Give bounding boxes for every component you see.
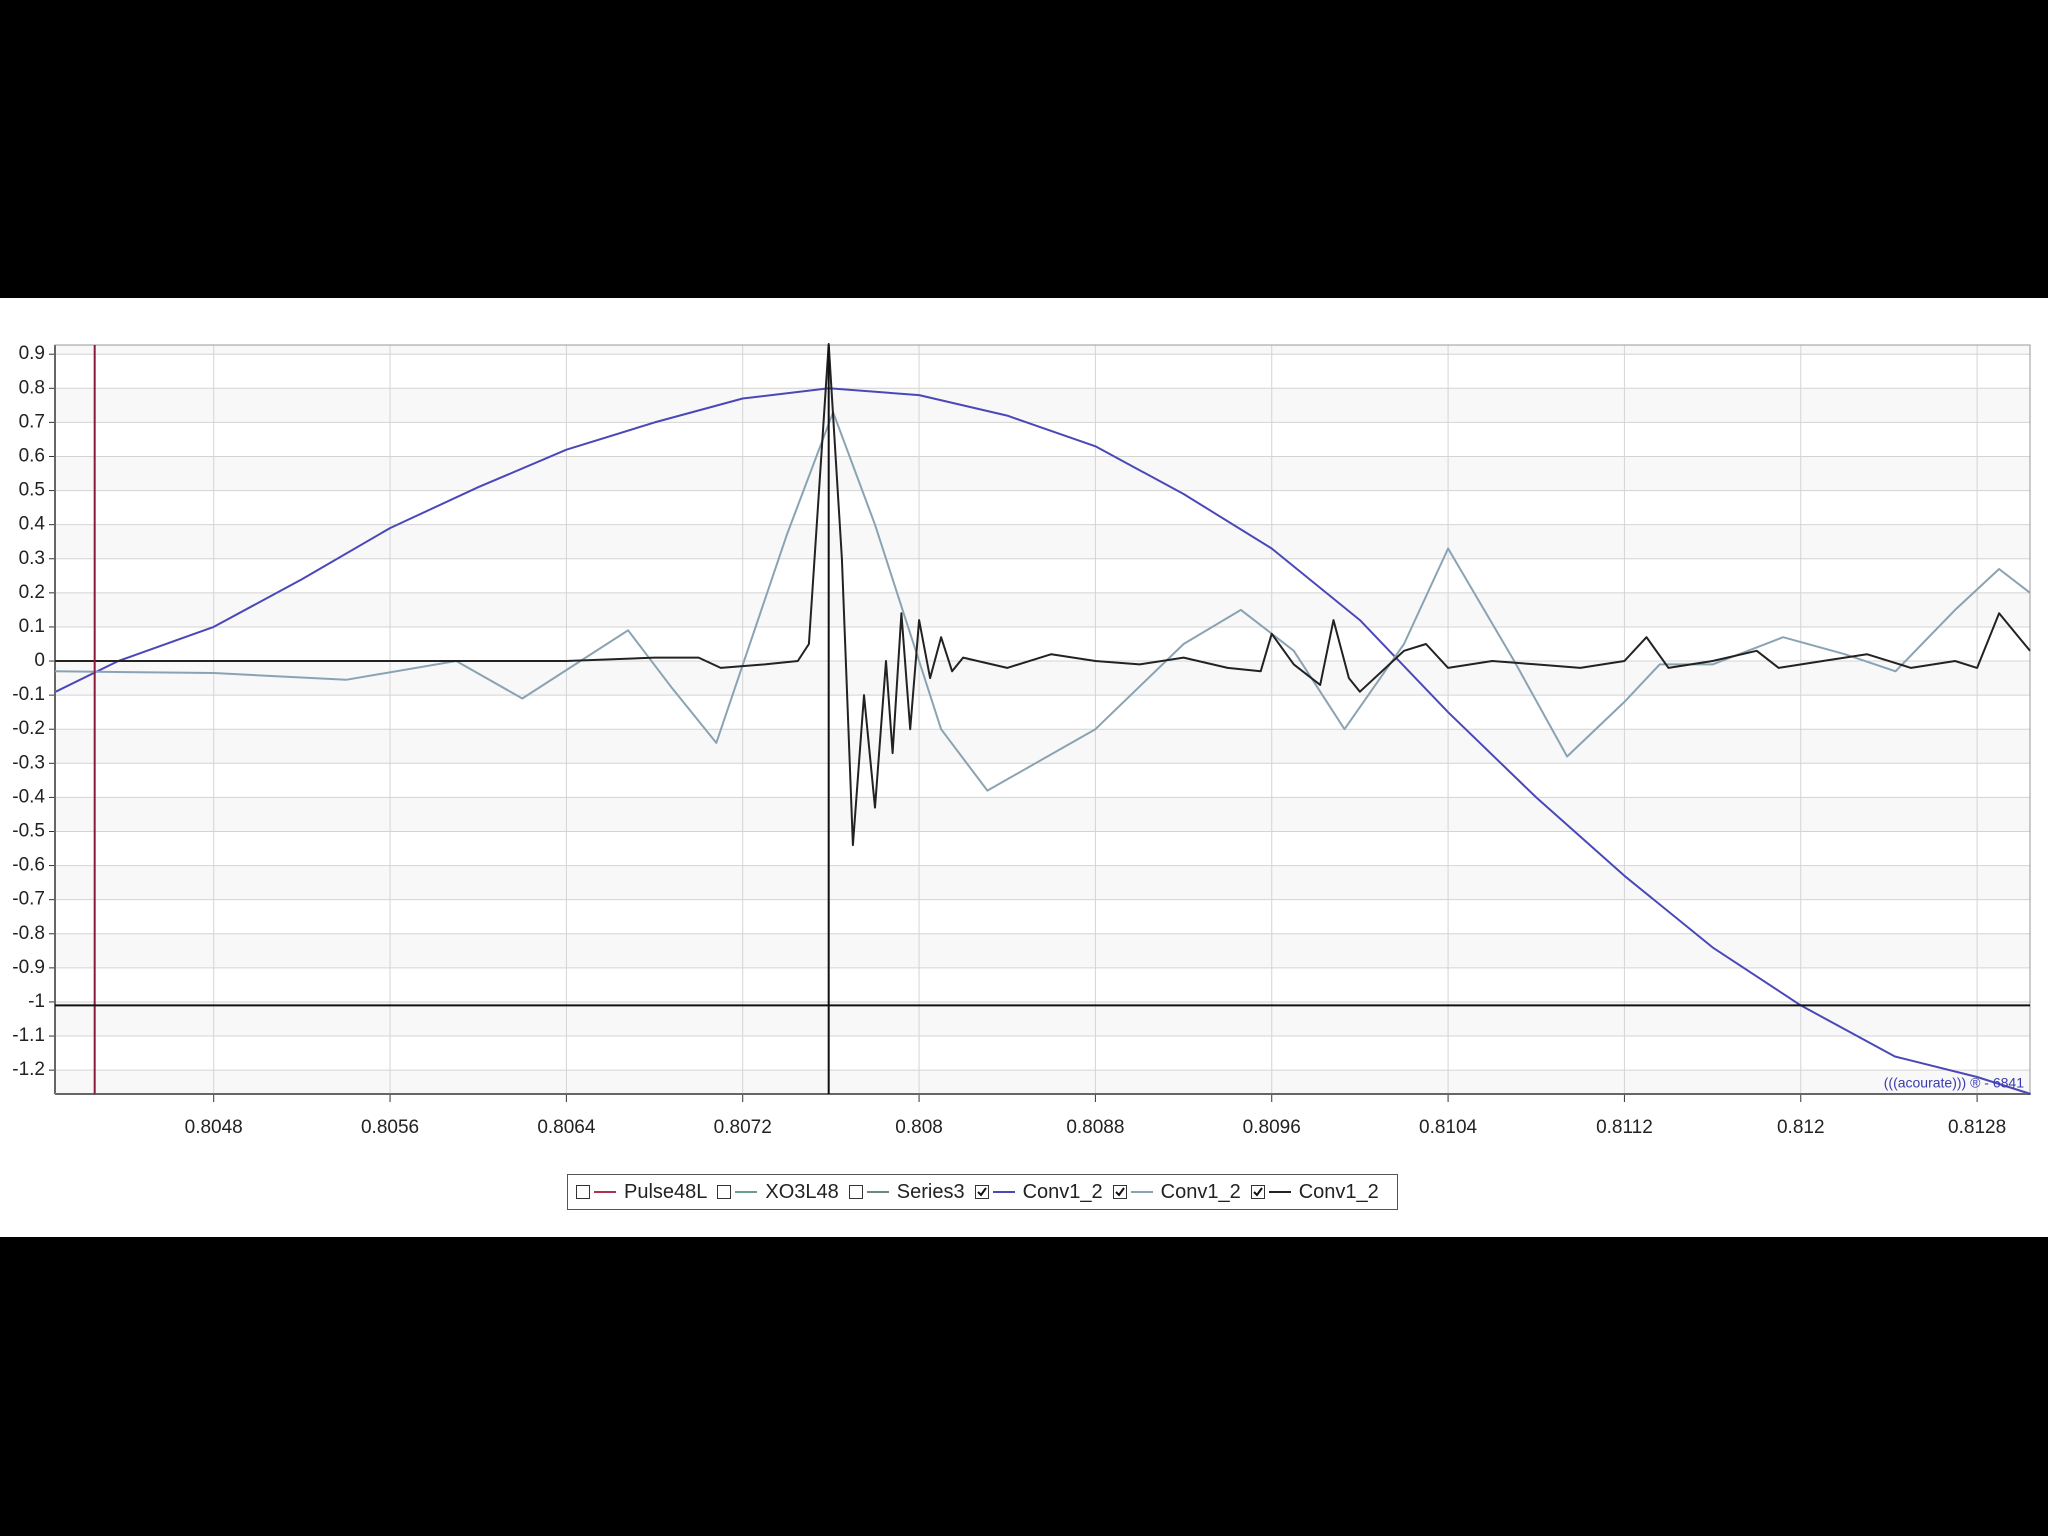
check-path [1114, 1187, 1125, 1197]
check-path [976, 1187, 987, 1197]
legend-label: Conv1_2 [1160, 1180, 1241, 1203]
legend-entry[interactable]: Conv1_2 [1250, 1180, 1379, 1204]
legend-entry[interactable]: Pulse48L [576, 1181, 707, 1204]
grid-band [55, 626, 2030, 662]
legend-swatch [594, 1191, 616, 1193]
y-tick-label: -0.9 [12, 957, 45, 978]
grid-band [55, 967, 2030, 1002]
legend-entry[interactable]: XO3L48 [717, 1180, 839, 1204]
x-tick-label: 0.812 [1777, 1117, 1825, 1138]
legend-swatch [1268, 1191, 1291, 1193]
legend-checkbox[interactable] [576, 1185, 590, 1199]
check-mark [976, 1187, 987, 1197]
check-mark [1114, 1187, 1125, 1197]
x-tick-label: 0.8072 [714, 1117, 772, 1138]
x-tick-label: 0.8088 [1066, 1117, 1124, 1138]
legend-checkbox[interactable] [717, 1185, 732, 1199]
y-tick-label: 0.6 [19, 445, 45, 466]
grid-band [55, 1036, 2030, 1071]
y-tick-label: -0.8 [12, 923, 45, 944]
y-tick-label: -0.3 [12, 752, 45, 773]
y-tick-label: -0.1 [12, 684, 45, 705]
y-tick-label: 0.8 [19, 377, 45, 398]
x-tick-label: 0.8064 [537, 1117, 596, 1138]
grid-band [55, 899, 2030, 934]
x-tick-label: 0.8128 [1948, 1117, 2006, 1138]
plot-frame [54, 344, 2031, 1095]
y-tick-label: 0.2 [19, 582, 45, 603]
y-tick-label: -0.5 [12, 821, 45, 842]
x-tick-label: 0.8112 [1596, 1117, 1653, 1138]
legend: Pulse48L XO3L48 Series3 Conv1_2 Conv1_2 Conv1… [567, 1174, 1398, 1210]
legend-swatch [866, 1191, 889, 1193]
legend-checkbox[interactable] [848, 1185, 863, 1199]
y-tick-label: -0.7 [12, 889, 45, 910]
y-tick-label: -0.6 [12, 855, 45, 876]
x-tick-label: 0.8056 [361, 1117, 419, 1138]
legend-label: XO3L48 [765, 1180, 839, 1203]
y-tick-label: -0.4 [12, 786, 45, 807]
legend-entry[interactable]: Series3 [848, 1180, 965, 1204]
x-tick-label: 0.8104 [1419, 1117, 1478, 1138]
y-tick-label: 0.4 [19, 514, 46, 535]
series-line [55, 343, 2031, 847]
watermark: (((acourate))) ® - 6841 [1884, 1075, 2024, 1091]
legend-checkbox[interactable] [1250, 1185, 1265, 1199]
y-tick-label: 0.1 [19, 616, 45, 637]
legend-checkbox[interactable] [974, 1185, 989, 1199]
legend-label: Pulse48L [624, 1180, 708, 1203]
y-tick-label: 0 [34, 650, 45, 671]
y-tick-label: -1 [28, 991, 45, 1012]
grid-band [55, 490, 2030, 525]
y-tick-label: -0.2 [12, 718, 45, 739]
legend-checkbox[interactable] [1112, 1185, 1127, 1199]
legend-swatch [1130, 1191, 1153, 1193]
series-line [54, 411, 2031, 792]
legend-label: Conv1_2 [1022, 1180, 1103, 1203]
legend-swatch [735, 1191, 758, 1193]
y-tick-label: -1.1 [12, 1025, 45, 1046]
grid-band [55, 831, 2030, 866]
legend-label: Conv1_2 [1298, 1180, 1379, 1203]
check-mark [1253, 1187, 1263, 1197]
x-tick-label: 0.8048 [185, 1117, 243, 1138]
grid-band [55, 763, 2030, 798]
y-tick-label: 0.9 [19, 343, 45, 364]
grid-band [55, 354, 2030, 389]
y-tick-label: 0.7 [19, 411, 45, 432]
legend-entry[interactable]: Conv1_2 [1112, 1180, 1241, 1204]
series-line [55, 387, 2032, 1095]
legend-swatch [992, 1191, 1015, 1193]
y-tick-label: 0.5 [19, 480, 45, 501]
x-tick-label: 0.808 [895, 1117, 943, 1138]
grid-band [55, 695, 2030, 730]
check-path [1253, 1187, 1263, 1197]
legend-entry[interactable]: Conv1_2 [974, 1180, 1103, 1204]
y-tick-label: 0.3 [19, 548, 45, 569]
y-tick-label: -1.2 [12, 1059, 45, 1080]
legend-label: Series3 [896, 1180, 965, 1203]
grid-band [55, 558, 2030, 593]
x-tick-label: 0.8096 [1243, 1117, 1301, 1138]
